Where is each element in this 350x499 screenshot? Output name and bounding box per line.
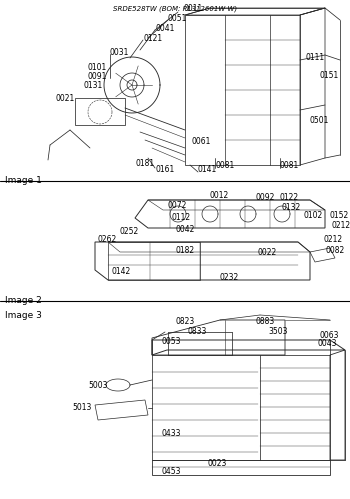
Text: 0152: 0152 [330,211,349,220]
Text: 0072: 0072 [168,201,187,210]
Text: 0081: 0081 [215,162,234,171]
Text: 0262: 0262 [98,236,117,245]
Text: 0501: 0501 [310,115,329,124]
Text: 0161: 0161 [155,166,174,175]
Text: 3503: 3503 [268,326,287,335]
Text: 0112: 0112 [172,214,191,223]
Text: 0081: 0081 [280,162,299,171]
Text: 0883: 0883 [255,317,274,326]
Text: 0433: 0433 [162,430,182,439]
Text: 0102: 0102 [303,211,322,220]
Text: Image 1: Image 1 [5,176,42,185]
Text: 0212: 0212 [332,221,350,230]
Text: 0111: 0111 [305,52,324,61]
Text: 0232: 0232 [220,272,239,281]
Text: 0181: 0181 [135,160,154,169]
Text: SRDE528TW (BOM: P1312601W W): SRDE528TW (BOM: P1312601W W) [113,5,237,11]
Text: 0012: 0012 [210,192,229,201]
Text: 0833: 0833 [188,326,207,335]
Text: 0182: 0182 [175,246,194,254]
Text: Image 3: Image 3 [5,311,42,320]
Text: 0061: 0061 [192,138,211,147]
Text: 0141: 0141 [198,166,217,175]
Text: 5003: 5003 [88,382,107,391]
Text: 0022: 0022 [258,248,277,256]
Text: 0082: 0082 [325,246,344,254]
Text: 0063: 0063 [320,330,340,339]
Text: 0132: 0132 [281,204,300,213]
Text: 0092: 0092 [256,194,275,203]
Text: Image 2: Image 2 [5,296,42,305]
Text: 0121: 0121 [143,33,162,42]
Text: 0453: 0453 [162,468,182,477]
Text: 0122: 0122 [279,194,298,203]
Text: 0091: 0091 [88,71,107,80]
Text: 0823: 0823 [175,317,194,326]
Text: 0131: 0131 [83,80,102,89]
Text: 0053: 0053 [162,336,182,345]
Text: 0043: 0043 [318,339,337,348]
Text: 0212: 0212 [323,236,342,245]
Text: 0151: 0151 [320,70,339,79]
Text: 0041: 0041 [155,23,174,32]
Text: 5013: 5013 [72,404,91,413]
Text: 0031: 0031 [110,47,130,56]
Text: 0101: 0101 [88,62,107,71]
Text: 0042: 0042 [176,226,195,235]
Text: 0252: 0252 [120,228,139,237]
Text: 0011: 0011 [183,3,202,12]
Text: 0023: 0023 [208,460,228,469]
Text: 0142: 0142 [112,267,131,276]
Text: 0051: 0051 [168,13,187,22]
Text: 0021: 0021 [55,93,74,102]
